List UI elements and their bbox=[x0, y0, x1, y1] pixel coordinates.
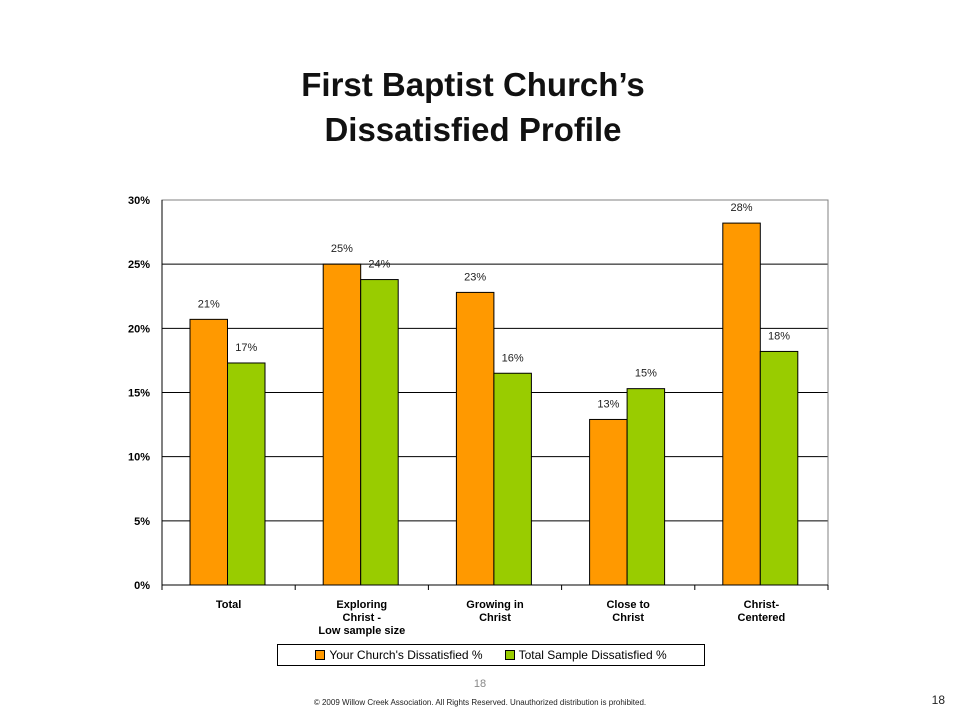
x-tick-label-line: Christ bbox=[479, 612, 511, 624]
data-label: 24% bbox=[368, 259, 390, 271]
bar bbox=[722, 222, 761, 586]
legend-swatch-orange bbox=[315, 650, 326, 660]
x-tick-label-line: Growing in bbox=[466, 599, 524, 611]
page-number-right: 18 bbox=[931, 693, 945, 707]
data-label: 21% bbox=[198, 298, 220, 310]
x-tick-label-line: Christ bbox=[612, 612, 644, 624]
bar bbox=[493, 372, 532, 586]
data-label: 28% bbox=[731, 202, 753, 214]
y-tick-label: 25% bbox=[128, 259, 150, 271]
legend-item-your-church: Your Church's Dissatisfied % bbox=[315, 648, 483, 662]
data-label: 15% bbox=[635, 368, 657, 380]
bar bbox=[189, 318, 228, 586]
x-tick-label-line: Christ- bbox=[744, 599, 780, 611]
bar bbox=[360, 279, 399, 586]
chart-title: First Baptist Church’s Dissatisfied Prof… bbox=[0, 62, 946, 152]
y-tick-label: 5% bbox=[134, 516, 150, 528]
y-tick-label: 10% bbox=[128, 452, 150, 464]
x-tick-label: Growing in Christ bbox=[466, 599, 524, 624]
page-number-center: 18 bbox=[473, 678, 487, 690]
x-tick-label-line: Exploring bbox=[336, 599, 387, 611]
x-tick-label-line: Christ - bbox=[343, 612, 382, 624]
bar bbox=[759, 350, 799, 586]
title-line-1: First Baptist Church’s bbox=[301, 66, 645, 103]
legend-swatch-green bbox=[504, 650, 515, 660]
title-line-2: Dissatisfied Profile bbox=[324, 111, 622, 148]
y-tick-label: 15% bbox=[128, 388, 150, 400]
x-tick-label-line: Centered bbox=[738, 612, 786, 624]
data-label: 13% bbox=[597, 398, 619, 410]
x-tick-label: Christ-Centered bbox=[738, 599, 786, 624]
bar bbox=[589, 418, 628, 586]
y-tick-label: 0% bbox=[134, 580, 150, 592]
x-tick-label: Close to Christ bbox=[606, 599, 650, 624]
y-tick-label: 20% bbox=[128, 323, 150, 335]
copyright-notice: © 2009 Willow Creek Association. All Rig… bbox=[313, 698, 647, 707]
bar bbox=[455, 291, 495, 586]
bar bbox=[227, 362, 266, 586]
data-label: 25% bbox=[331, 243, 353, 255]
data-label: 17% bbox=[235, 342, 257, 354]
x-tick-label: Total bbox=[216, 599, 241, 611]
bar bbox=[322, 263, 362, 586]
data-label: 16% bbox=[502, 352, 524, 364]
bar bbox=[626, 388, 666, 586]
x-tick-label-line: Low sample size bbox=[318, 625, 405, 637]
x-tick-label-line: Close to bbox=[606, 599, 650, 611]
legend-label-total-sample: Total Sample Dissatisfied % bbox=[518, 648, 667, 662]
legend-label-your-church: Your Church's Dissatisfied % bbox=[329, 648, 483, 662]
data-label: 23% bbox=[464, 271, 486, 283]
x-tick-label: Exploring Christ -Low sample size bbox=[318, 599, 405, 637]
y-tick-label: 30% bbox=[128, 195, 150, 207]
x-tick-label-line: Total bbox=[216, 599, 241, 611]
legend-item-total-sample: Total Sample Dissatisfied % bbox=[504, 648, 667, 662]
data-label: 18% bbox=[768, 330, 790, 342]
chart-legend: Your Church's Dissatisfied % Total Sampl… bbox=[277, 644, 705, 666]
